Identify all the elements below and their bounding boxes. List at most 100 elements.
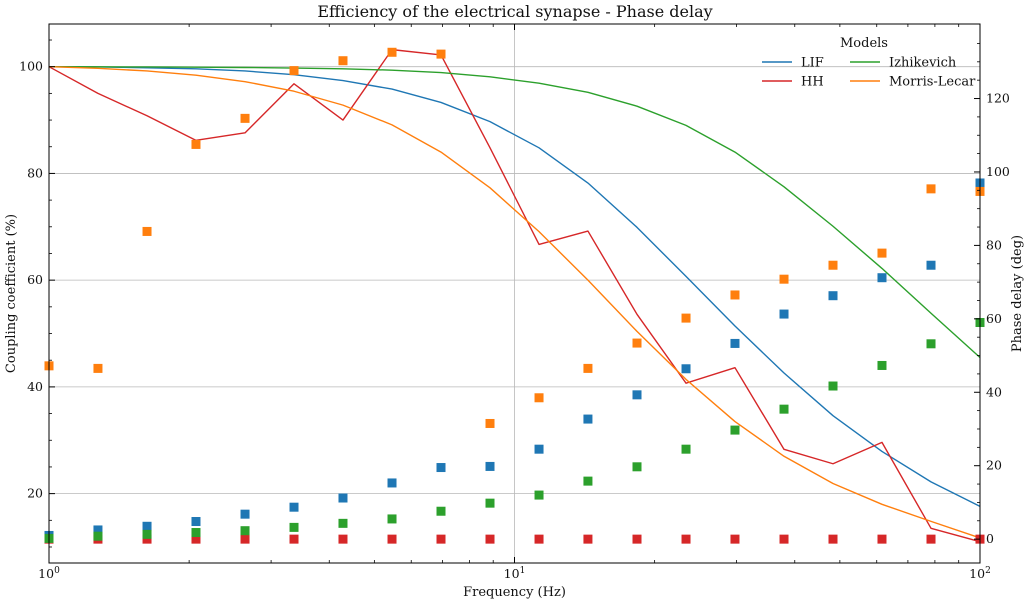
phase-marker: [387, 514, 397, 524]
phase-marker: [681, 534, 691, 544]
phase-marker: [828, 381, 838, 391]
phase-marker: [534, 490, 544, 500]
y-axis-label: Coupling coefficient (%): [4, 214, 19, 373]
phase-marker: [191, 534, 201, 544]
series-line-lif: [48, 65, 981, 508]
y-tick-label: 20: [27, 486, 43, 501]
phase-marker: [926, 534, 936, 544]
chart-title: Efficiency of the electrical synapse - P…: [317, 2, 712, 21]
legend-title: Models: [840, 36, 888, 51]
phase-marker: [534, 444, 544, 454]
series-line-morris-lecar: [48, 65, 981, 539]
phase-marker: [730, 534, 740, 544]
y-tick-label: 60: [27, 272, 43, 287]
phase-marker: [730, 425, 740, 435]
x-tick-label: 100: [38, 566, 60, 581]
phase-marker: [142, 534, 152, 544]
y2-tick-label: 100: [986, 164, 1010, 179]
y2-tick-label: 20: [986, 458, 1002, 473]
phase-marker: [436, 534, 446, 544]
phase-marker: [338, 518, 348, 528]
phase-marker: [828, 291, 838, 301]
phase-marker: [779, 534, 789, 544]
phase-marker: [632, 462, 642, 472]
phase-marker: [926, 339, 936, 349]
phase-marker: [485, 418, 495, 428]
phase-marker: [191, 139, 201, 149]
lines-layer: [48, 48, 981, 543]
phase-marker: [191, 528, 201, 538]
y2-tick-label: 40: [986, 384, 1002, 399]
phase-marker: [93, 363, 103, 373]
phase-marker: [681, 364, 691, 374]
legend-label-lif: LIF: [801, 56, 824, 71]
y-tick-label: 100: [19, 59, 43, 74]
ticks-layer: 100 101 102 20 40 60 80 100 0 20 40 60 80 100 120: [19, 24, 1010, 581]
phase-marker: [828, 260, 838, 270]
phase-marker: [387, 478, 397, 488]
phase-marker: [877, 360, 887, 370]
phase-marker: [240, 526, 250, 536]
phase-marker: [191, 517, 201, 527]
y2-axis-label: Phase delay (deg): [1010, 235, 1025, 352]
phase-marker: [583, 363, 593, 373]
phase-marker: [534, 534, 544, 544]
phase-marker: [632, 338, 642, 348]
phase-marker: [730, 290, 740, 300]
phase-marker: [240, 509, 250, 519]
phase-marker: [289, 534, 299, 544]
phase-marker: [436, 506, 446, 516]
phase-marker: [93, 525, 103, 535]
phase-marker: [632, 390, 642, 400]
phase-marker: [583, 534, 593, 544]
phase-marker: [485, 534, 495, 544]
x-tick-label: 102: [969, 566, 991, 581]
y2-tick-label: 80: [986, 237, 1002, 252]
phase-marker: [779, 404, 789, 414]
phase-marker: [142, 226, 152, 236]
phase-marker: [142, 521, 152, 531]
phase-marker: [289, 66, 299, 76]
phase-marker: [730, 338, 740, 348]
legend: Models LIF HH Izhikevich Morris-Lecar: [762, 36, 976, 90]
phase-marker: [926, 184, 936, 194]
phase-marker: [289, 502, 299, 512]
phase-marker: [387, 534, 397, 544]
phase-marker: [436, 49, 446, 59]
phase-marker: [240, 534, 250, 544]
phase-marker: [289, 522, 299, 532]
series-line-izhikevich: [48, 65, 981, 359]
y2-tick-label: 60: [986, 311, 1002, 326]
series-line-hh: [48, 48, 981, 543]
legend-label-morris-lecar: Morris-Lecar: [889, 75, 976, 90]
phase-marker: [877, 248, 887, 258]
phase-marker: [142, 529, 152, 539]
phase-marker: [436, 463, 446, 473]
phase-marker: [583, 414, 593, 424]
y-tick-label: 40: [27, 379, 43, 394]
phase-marker: [485, 498, 495, 508]
phase-marker: [338, 534, 348, 544]
phase-marker: [926, 260, 936, 270]
phase-marker: [534, 393, 544, 403]
legend-label-izhikevich: Izhikevich: [889, 56, 957, 71]
y2-tick-label: 0: [986, 531, 994, 546]
phase-marker: [93, 531, 103, 541]
phase-marker: [681, 313, 691, 323]
phase-marker: [338, 493, 348, 503]
y-tick-label: 80: [27, 165, 43, 180]
phase-markers-izhikevich: [44, 318, 985, 543]
phase-markers-hh: [44, 534, 985, 544]
phase-marker: [681, 444, 691, 454]
x-tick-label: 101: [504, 566, 526, 581]
phase-marker: [828, 534, 838, 544]
legend-label-hh: HH: [801, 75, 824, 90]
phase-marker: [779, 309, 789, 319]
phase-marker: [338, 56, 348, 66]
phase-marker: [877, 534, 887, 544]
phase-marker: [877, 273, 887, 283]
phase-marker: [583, 476, 593, 486]
